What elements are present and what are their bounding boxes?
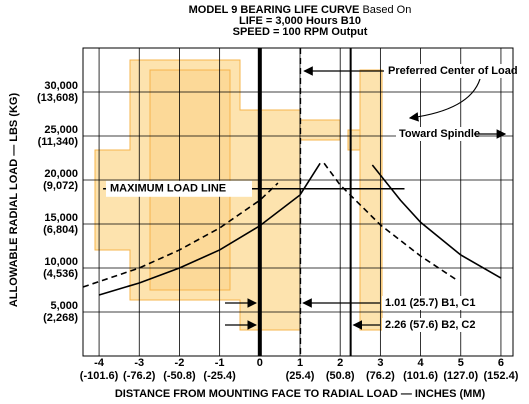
y-tick-label-kg: (11,340) bbox=[38, 136, 79, 148]
x-tick-label-mm: (127.0) bbox=[443, 370, 478, 382]
x-tick-label-mm: (25.4) bbox=[286, 370, 315, 382]
annotation: Preferred Center of Load bbox=[388, 65, 518, 77]
y-tick-label-kg: (2,268) bbox=[43, 312, 78, 324]
annotation: Toward Spindle bbox=[399, 128, 480, 140]
x-tick-label: 4 bbox=[418, 357, 425, 369]
x-tick-label: 0 bbox=[257, 357, 263, 369]
y-tick-label: 30,000 bbox=[44, 80, 78, 92]
y-tick-label-kg: (4,536) bbox=[43, 268, 78, 280]
load-curve bbox=[324, 163, 457, 280]
x-tick-label: 6 bbox=[498, 357, 504, 369]
x-tick-label: -2 bbox=[175, 357, 185, 369]
x-tick-label: 1 bbox=[297, 357, 303, 369]
annotation: 1.01 (25.7) B1, C1 bbox=[385, 297, 476, 309]
x-tick-label: -4 bbox=[94, 357, 105, 369]
x-tick-label-mm: (-25.4) bbox=[203, 370, 236, 382]
x-tick-label: -3 bbox=[134, 357, 144, 369]
x-tick-label-mm: (-101.6) bbox=[80, 370, 119, 382]
y-tick-label: 15,000 bbox=[44, 212, 78, 224]
y-tick-label: 10,000 bbox=[44, 256, 78, 268]
x-tick-label-mm: (-50.8) bbox=[163, 370, 196, 382]
y-tick-label-kg: (6,804) bbox=[43, 224, 78, 236]
x-tick-label: 2 bbox=[337, 357, 343, 369]
x-tick-label-mm: (152.4) bbox=[484, 370, 519, 382]
y-tick-label: 5,000 bbox=[50, 300, 78, 312]
chart: MODEL 9 BEARING LIFE CURVE Based On LIFE… bbox=[0, 0, 529, 404]
y-tick-label: 20,000 bbox=[44, 168, 78, 180]
y-tick-label: 25,000 bbox=[44, 124, 78, 136]
annotation: 2.26 (57.6) B2, C2 bbox=[385, 319, 476, 331]
x-tick-label-mm: (50.8) bbox=[326, 370, 355, 382]
x-tick-label-mm: (-76.2) bbox=[123, 370, 156, 382]
x-tick-label: 3 bbox=[377, 357, 383, 369]
y-tick-label-kg: (13,608) bbox=[37, 92, 78, 104]
x-axis-label: DISTANCE FROM MOUNTING FACE TO RADIAL LO… bbox=[115, 388, 486, 400]
x-tick-label-mm: (101.6) bbox=[403, 370, 438, 382]
load-curve bbox=[372, 165, 501, 278]
y-axis-label: ALLOWABLE RADIAL LOAD — LBS (KG) bbox=[8, 93, 20, 308]
x-tick-label: -1 bbox=[215, 357, 225, 369]
chart-subtitle: SPEED = 100 RPM Output bbox=[233, 26, 368, 38]
x-tick-label: 5 bbox=[458, 357, 464, 369]
max-load-label: MAXIMUM LOAD LINE bbox=[110, 183, 226, 195]
y-tick-label-kg: (9,072) bbox=[43, 180, 78, 192]
x-tick-label-mm: (76.2) bbox=[366, 370, 395, 382]
